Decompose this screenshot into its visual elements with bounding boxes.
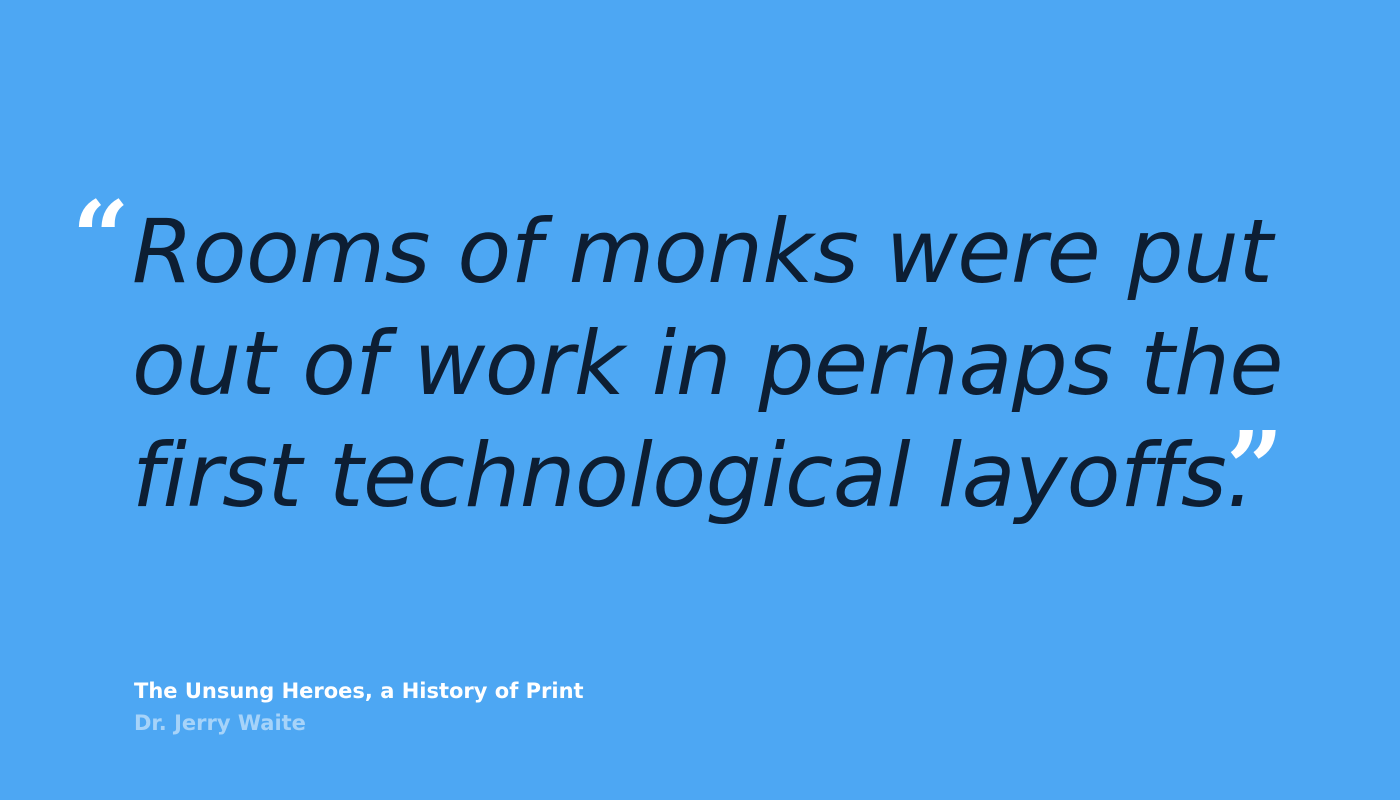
quote-line-1: Rooms of monks were put (132, 200, 1273, 303)
open-quote-mark: “ (72, 179, 130, 297)
source-title: The Unsung Heroes, a History of Print (134, 679, 584, 703)
author-name: Dr. Jerry Waite (134, 711, 306, 735)
quote-text: Rooms of monks were put out of work in p… (132, 196, 1312, 532)
quote-line-2: out of work in perhaps the (132, 312, 1283, 415)
quote-line-3: first technological layoffs. (132, 424, 1254, 527)
close-quote-mark: ” (1226, 409, 1284, 527)
